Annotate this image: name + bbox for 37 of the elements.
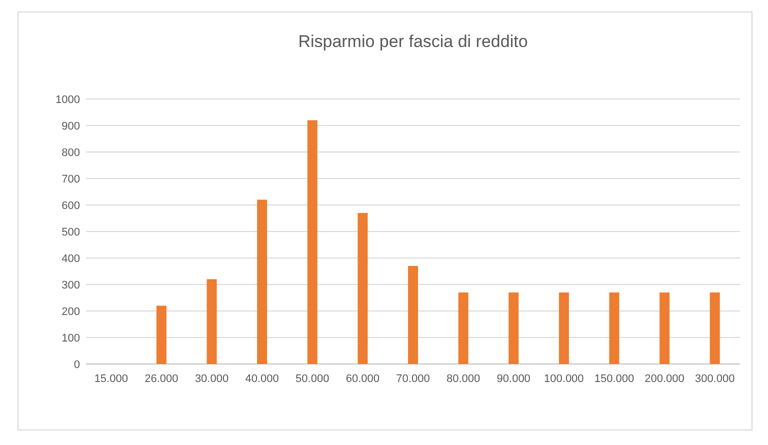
y-tick-label: 1000: [56, 94, 80, 106]
x-tick-label: 30.000: [194, 373, 229, 385]
x-tick-label: 40.000: [245, 373, 279, 385]
bar: [257, 200, 268, 364]
x-tick-label: 100.000: [544, 373, 584, 385]
bar: [156, 306, 166, 364]
bar: [206, 279, 217, 364]
bar: [558, 292, 569, 364]
bar: [508, 292, 519, 364]
x-tick-label: 70.000: [396, 373, 430, 385]
bar: [358, 212, 368, 364]
x-tick-label: 50.000: [296, 373, 330, 385]
x-tick-label: 15.000: [94, 373, 128, 385]
y-tick-label: 600: [62, 200, 80, 212]
bar: [408, 266, 418, 364]
x-tick-label: 150.000: [594, 373, 634, 385]
y-tick-label: 200: [62, 306, 80, 318]
bar: [307, 120, 318, 364]
y-tick-label: 500: [62, 226, 80, 238]
y-tick-label: 700: [62, 173, 80, 186]
bar: [710, 292, 720, 364]
y-tick-label: 300: [62, 279, 80, 292]
y-tick-label: 400: [62, 252, 80, 265]
chart-title: Risparmio per fascia di reddito: [298, 32, 528, 51]
x-tick-label: 90.000: [496, 373, 530, 385]
y-tick-label: 900: [62, 120, 80, 132]
y-tick-label: 800: [62, 146, 80, 159]
x-tick-label: 200.000: [644, 373, 684, 385]
bar: [660, 292, 670, 364]
bar: [609, 292, 620, 364]
x-tick-label: 80.000: [446, 373, 480, 385]
x-tick-label: 300.000: [694, 373, 735, 385]
bar: [458, 292, 468, 364]
y-tick-label: 0: [74, 358, 80, 371]
x-tick-label: 26.000: [144, 373, 178, 385]
x-tick-label: 60.000: [346, 373, 380, 385]
y-tick-label: 100: [62, 332, 80, 344]
